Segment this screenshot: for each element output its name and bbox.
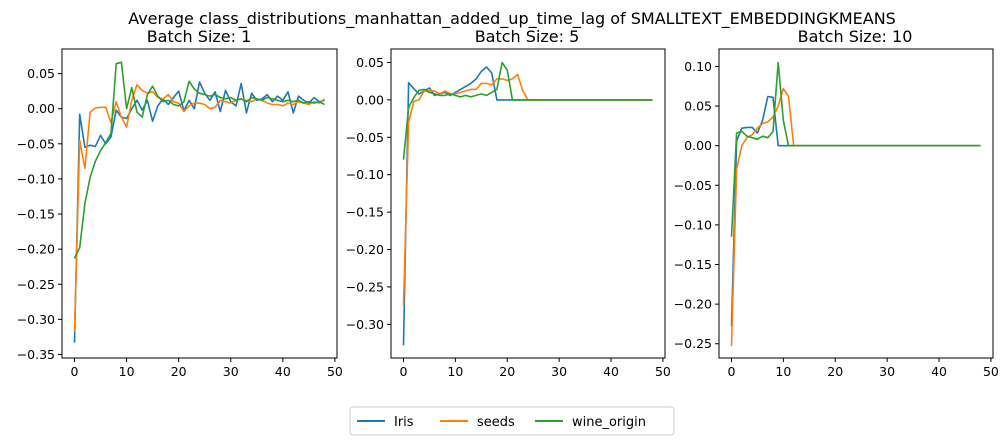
y-tick-label: −0.05 bbox=[346, 130, 384, 145]
axes-frame bbox=[61, 48, 338, 359]
series-line-iris bbox=[73, 81, 325, 343]
subplot-title: Batch Size: 10 bbox=[798, 27, 913, 46]
legend-label-seeds: seeds bbox=[477, 415, 515, 430]
x-tick-label: 30 bbox=[551, 364, 567, 379]
y-tick-label: 0.10 bbox=[684, 59, 712, 74]
axes-frame bbox=[390, 48, 666, 359]
x-tick-label: 50 bbox=[655, 364, 671, 379]
x-tick-label: 10 bbox=[447, 364, 463, 379]
y-tick-label: −0.10 bbox=[17, 171, 55, 186]
series-line-iris bbox=[730, 95, 981, 327]
x-tick-label: 20 bbox=[499, 364, 515, 379]
figure-suptitle: Average class_distributions_manhattan_ad… bbox=[128, 9, 896, 29]
y-tick-label: −0.15 bbox=[346, 205, 384, 220]
x-tick-label: 0 bbox=[399, 364, 407, 379]
subplot-batch-size-5: Batch Size: 5 0 10 20 30 40 50 −0.30 −0.25 −0.20… bbox=[346, 27, 671, 379]
x-tick-label: 30 bbox=[879, 364, 895, 379]
y-tick-label: −0.10 bbox=[346, 167, 384, 182]
series-line-seeds bbox=[730, 87, 981, 347]
y-tick-label: −0.30 bbox=[346, 317, 384, 332]
y-tick-label: −0.20 bbox=[674, 297, 712, 312]
y-tick-label: 0.00 bbox=[27, 101, 55, 116]
series-line-wine-origin bbox=[73, 61, 325, 259]
x-tick-label: 50 bbox=[327, 364, 343, 379]
y-tick-label: 0.00 bbox=[356, 92, 384, 107]
y-tick-label: −0.05 bbox=[674, 178, 712, 193]
y-tick-label: −0.30 bbox=[17, 312, 55, 327]
legend-label-wine-origin: wine_origin bbox=[572, 415, 646, 430]
legend-frame bbox=[349, 406, 675, 436]
y-tick-label: −0.05 bbox=[17, 136, 55, 151]
series-line-wine-origin bbox=[730, 61, 981, 237]
x-tick-label: 10 bbox=[775, 364, 791, 379]
y-tick-label: −0.25 bbox=[674, 336, 712, 351]
subplot-batch-size-10: Batch Size: 10 0 10 20 30 40 50 −0.25 −0.20 −0.1… bbox=[674, 27, 999, 379]
y-tick-label: 0.00 bbox=[684, 138, 712, 153]
x-tick-label: 40 bbox=[275, 364, 291, 379]
y-tick-label: −0.20 bbox=[17, 242, 55, 257]
y-tick-label: −0.10 bbox=[674, 217, 712, 232]
y-tick-label: 0.05 bbox=[27, 66, 55, 81]
y-tick-label: −0.25 bbox=[346, 279, 384, 294]
y-tick-label: −0.25 bbox=[17, 277, 55, 292]
subplot-title: Batch Size: 5 bbox=[475, 27, 580, 46]
y-tick-label: 0.05 bbox=[356, 55, 384, 70]
subplot-title: Batch Size: 1 bbox=[147, 27, 252, 46]
x-tick-label: 10 bbox=[119, 364, 135, 379]
series-line-seeds bbox=[402, 73, 653, 306]
y-tick-label: 0.05 bbox=[684, 99, 712, 114]
axes-frame bbox=[718, 48, 994, 359]
x-tick-label: 0 bbox=[727, 364, 735, 379]
y-tick-label: −0.15 bbox=[674, 257, 712, 272]
x-tick-label: 20 bbox=[827, 364, 843, 379]
subplot-batch-size-1: Batch Size: 1 0 10 20 30 40 50 −0.35 −0.30 −0.25… bbox=[17, 27, 343, 379]
y-tick-label: −0.15 bbox=[17, 207, 55, 222]
x-tick-label: 40 bbox=[603, 364, 619, 379]
x-tick-label: 20 bbox=[171, 364, 187, 379]
x-tick-label: 30 bbox=[223, 364, 239, 379]
legend: Iris seeds wine_origin bbox=[349, 406, 675, 436]
x-tick-label: 50 bbox=[983, 364, 999, 379]
legend-label-iris: Iris bbox=[394, 415, 414, 430]
y-tick-label: −0.20 bbox=[346, 242, 384, 257]
series-line-iris bbox=[402, 66, 653, 346]
y-tick-label: −0.35 bbox=[17, 347, 55, 362]
x-tick-label: 40 bbox=[931, 364, 947, 379]
x-tick-label: 0 bbox=[71, 364, 79, 379]
series-line-wine-origin bbox=[402, 61, 653, 160]
series-line-seeds bbox=[73, 84, 326, 333]
